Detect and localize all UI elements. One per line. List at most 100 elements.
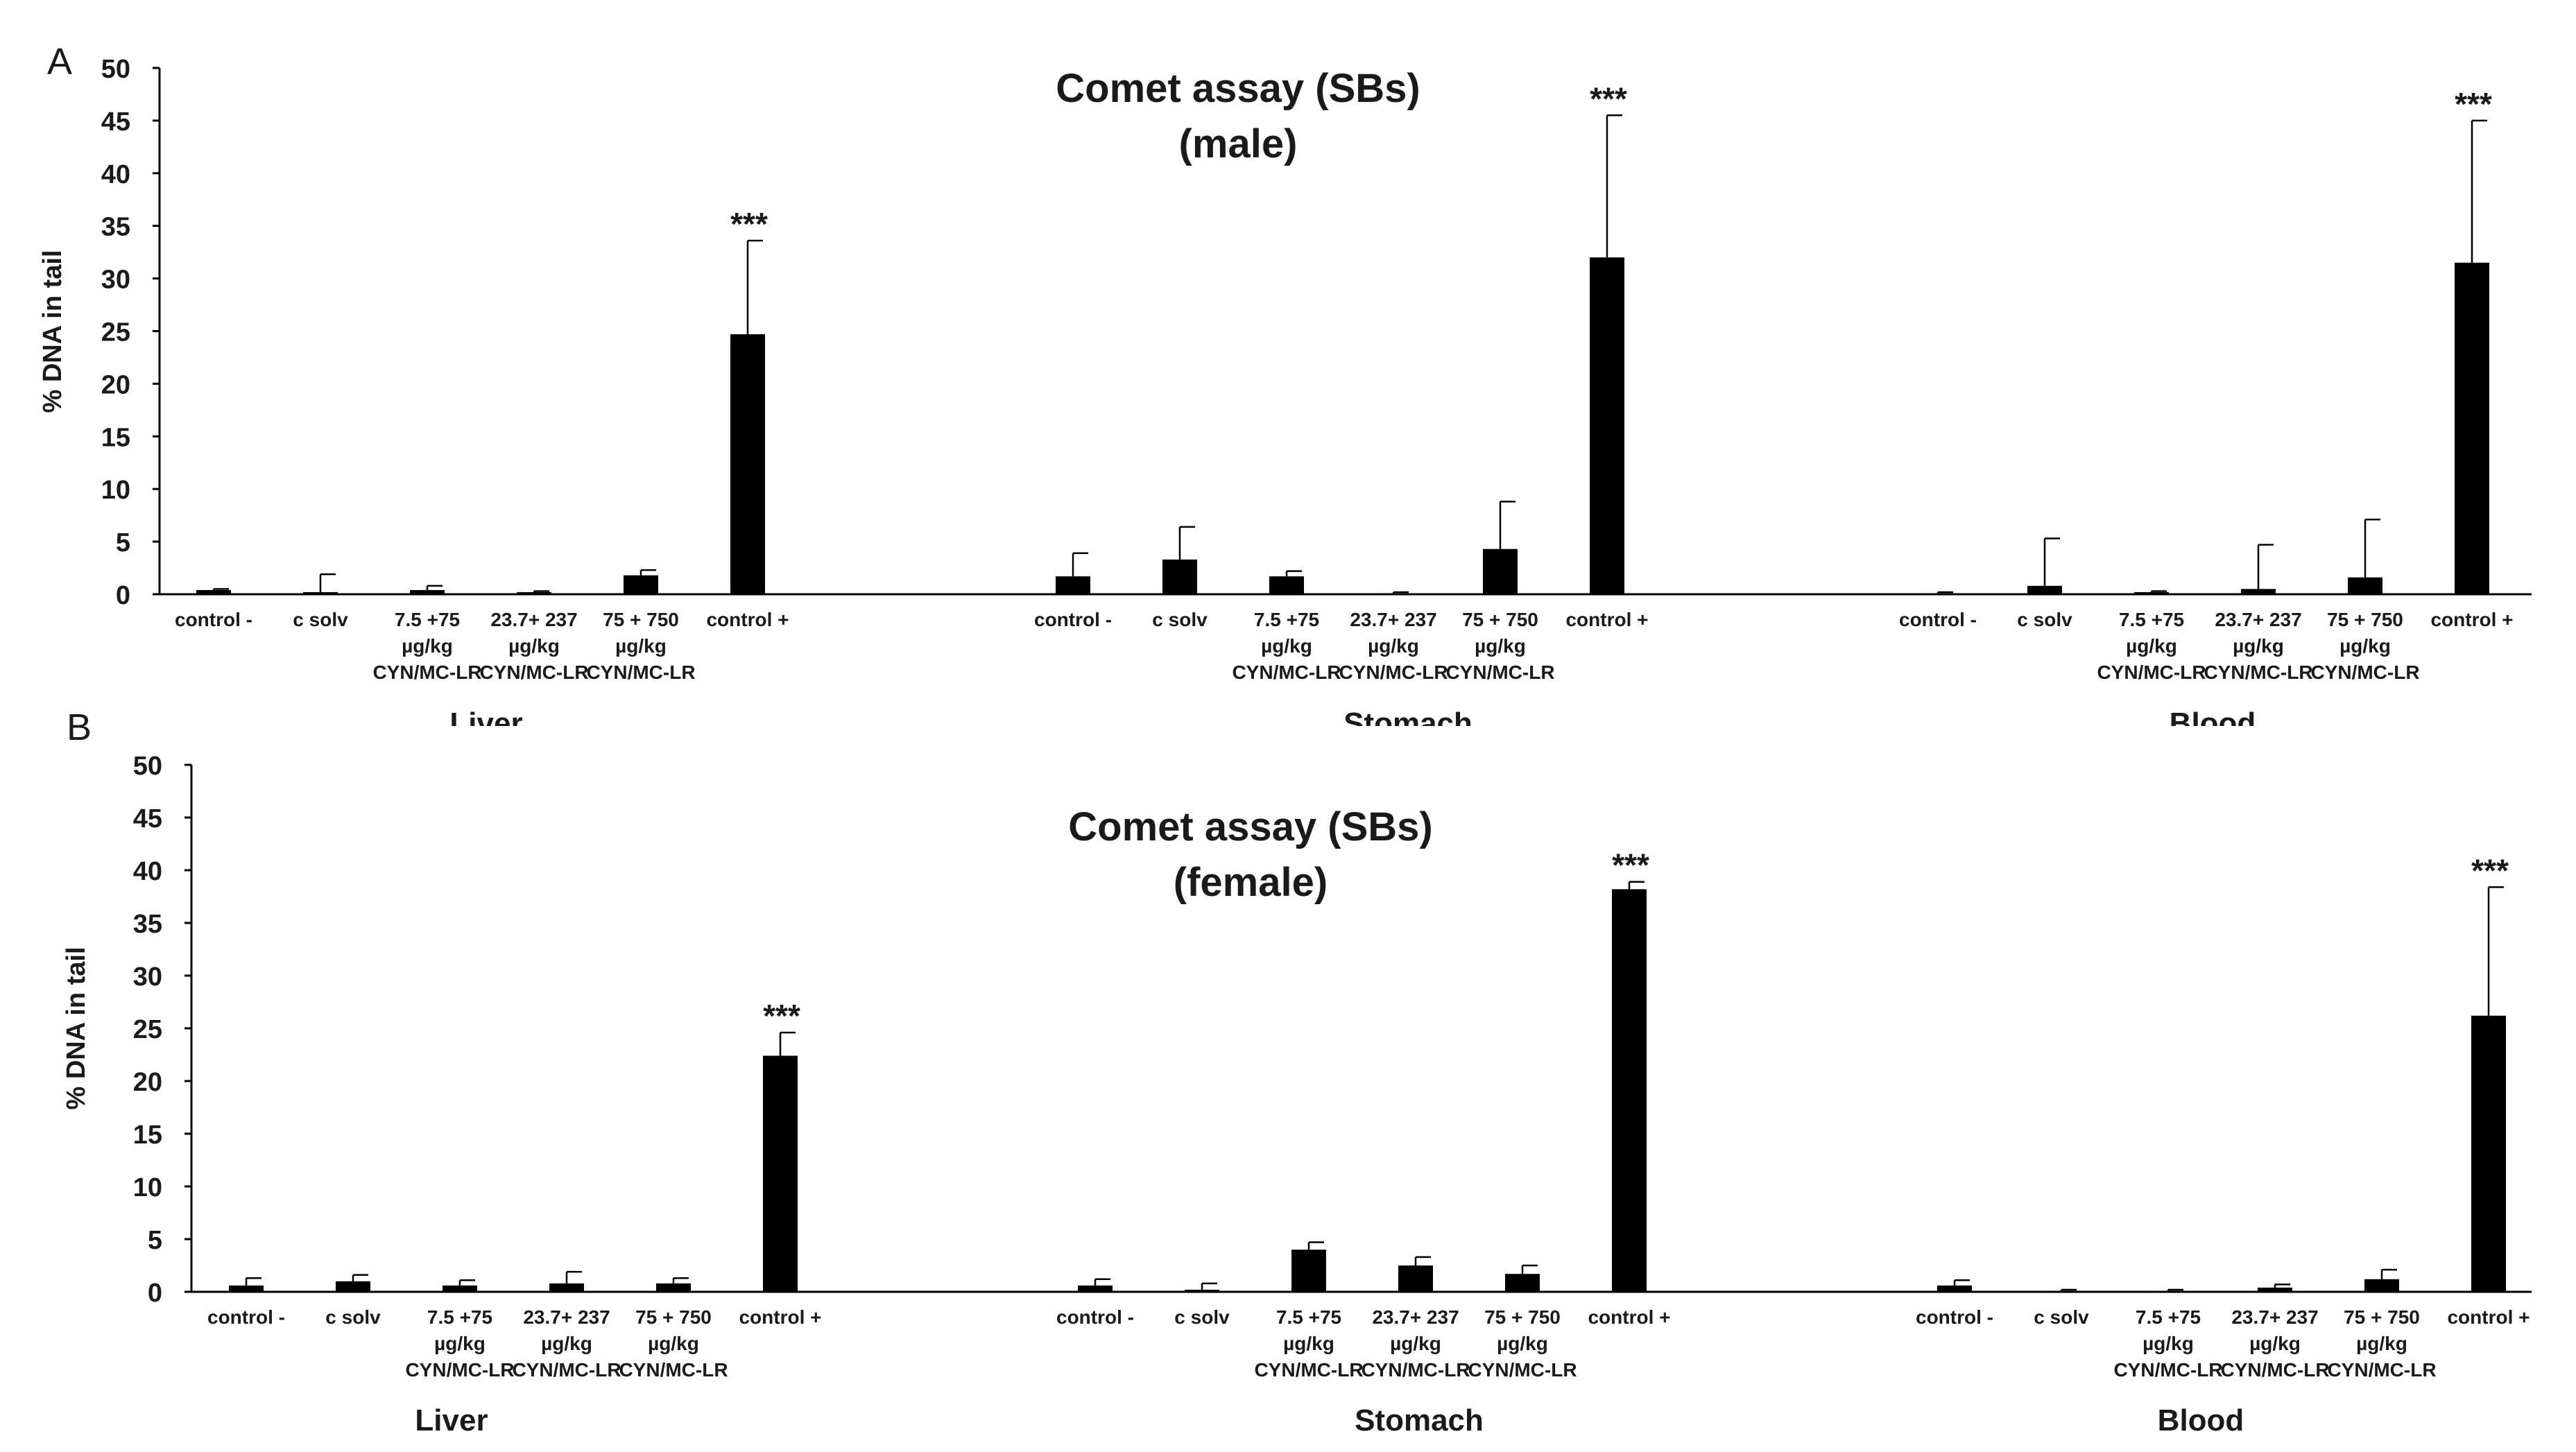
category-label: µg/kg: [541, 1333, 592, 1354]
bar: [1398, 1265, 1433, 1292]
y-tick-label: 35: [101, 213, 130, 242]
bar: [410, 589, 445, 594]
category-label: CYN/MC-LR: [2097, 662, 2206, 683]
category-label: control +: [1565, 609, 1648, 630]
category-label: µg/kg: [2249, 1333, 2301, 1354]
category-label: 23.7+ 237: [523, 1306, 610, 1328]
bar: [196, 589, 231, 594]
bar: [1078, 1285, 1113, 1292]
panel-label-b: B: [67, 707, 92, 748]
significance-marker: ***: [763, 998, 800, 1034]
category-label: CYN/MC-LR: [512, 1359, 621, 1381]
category-label: 23.7+ 237: [1350, 609, 1436, 630]
category-label: 23.7+ 237: [1372, 1306, 1459, 1328]
y-tick-label: 25: [133, 1015, 162, 1044]
category-label: 75 + 750: [1462, 609, 1538, 630]
category-label: CYN/MC-LR: [1361, 1359, 1470, 1381]
significance-marker: ***: [1590, 80, 1627, 116]
y-tick-label: 5: [116, 528, 130, 558]
category-label: 75 + 750: [2327, 609, 2403, 630]
category-label: 7.5 +75: [427, 1306, 492, 1328]
category-label: CYN/MC-LR: [2204, 662, 2312, 683]
category-label: c solv: [1152, 609, 1208, 630]
category-label: control +: [706, 609, 789, 630]
category-label: µg/kg: [648, 1333, 699, 1354]
bar: [303, 591, 338, 594]
y-tick-label: 45: [101, 107, 130, 137]
category-label: CYN/MC-LR: [2220, 1359, 2329, 1381]
category-label: c solv: [2017, 609, 2072, 630]
category-label: µg/kg: [2356, 1333, 2407, 1354]
category-label: CYN/MC-LR: [2113, 1359, 2222, 1381]
category-label: µg/kg: [2233, 635, 2284, 657]
y-tick-label: 15: [101, 423, 130, 452]
y-tick-label: 30: [101, 266, 130, 295]
category-label: 7.5 +75: [2136, 1306, 2201, 1328]
chart-female: 0 5 10 15 20 25 30 35 40 45 50 % DNA in tail Comet a…: [62, 752, 2532, 1437]
category-label: µg/kg: [508, 635, 560, 657]
bar: [2151, 1290, 2186, 1292]
category-label: CYN/MC-LR: [1232, 662, 1341, 683]
chart-subtitle: (male): [1179, 121, 1298, 166]
category-label: control -: [1916, 1306, 1993, 1328]
category-label: CYN/MC-LR: [372, 662, 481, 683]
category-label: CYN/MC-LR: [2327, 1359, 2436, 1381]
category-label: µg/kg: [434, 1333, 486, 1354]
y-tick-label: 20: [133, 1068, 162, 1097]
category-label: c solv: [325, 1306, 381, 1328]
category-label: control -: [175, 609, 252, 630]
y-tick-label: 20: [101, 370, 130, 399]
bar: [730, 334, 765, 594]
y-tick-label: 50: [133, 752, 162, 781]
y-tick-label: 25: [101, 318, 130, 347]
bar: [2471, 1015, 2506, 1292]
significance-marker: ***: [730, 206, 768, 242]
bar: [517, 591, 551, 594]
significance-marker: ***: [2471, 852, 2509, 888]
y-tick-label: 0: [148, 1279, 162, 1308]
category-label: 7.5 +75: [1276, 1306, 1341, 1328]
y-axis-label: % DNA in tail: [62, 947, 91, 1109]
bar: [2027, 585, 2062, 594]
category-label: µg/kg: [615, 635, 667, 657]
bar: [2364, 1279, 2399, 1292]
category-label: µg/kg: [2143, 1333, 2194, 1354]
category-label: 75 + 750: [635, 1306, 712, 1328]
category-label: CYN/MC-LR: [619, 1359, 728, 1381]
category-label: CYN/MC-LR: [405, 1359, 514, 1381]
bar: [2134, 591, 2169, 594]
bar: [1937, 1285, 1972, 1292]
y-tick-label: 45: [133, 804, 162, 833]
y-tick-label: 15: [133, 1121, 162, 1150]
category-label: CYN/MC-LR: [1445, 662, 1554, 683]
category-label: 23.7+ 237: [490, 609, 577, 630]
bar: [763, 1055, 798, 1292]
category-label: 23.7+ 237: [2215, 609, 2301, 630]
bar: [2241, 589, 2276, 594]
category-label: µg/kg: [402, 635, 453, 657]
category-label: control +: [2430, 609, 2513, 630]
category-label: µg/kg: [2339, 635, 2391, 657]
bar: [1291, 1250, 1326, 1292]
bar: [1162, 559, 1197, 594]
category-label: 7.5 +75: [2119, 609, 2184, 630]
bar: [1590, 257, 1624, 594]
y-tick-label: 40: [101, 160, 130, 189]
bar: [1483, 548, 1518, 594]
y-tick-label: 0: [116, 581, 130, 610]
group-label: Stomach: [1343, 707, 1472, 726]
category-label: 7.5 +75: [1254, 609, 1319, 630]
bar: [1505, 1274, 1540, 1292]
y-tick-label: 50: [101, 55, 130, 84]
bar: [549, 1283, 584, 1292]
category-label: CYN/MC-LR: [1254, 1359, 1363, 1381]
bar: [2044, 1290, 2079, 1292]
bar: [336, 1281, 370, 1292]
category-label: µg/kg: [1475, 635, 1526, 657]
category-label: µg/kg: [1497, 1333, 1548, 1354]
category-label: 7.5 +75: [395, 609, 460, 630]
category-label: CYN/MC-LR: [1468, 1359, 1577, 1381]
bar: [2348, 577, 2382, 594]
chart-title: Comet assay (SBs): [1056, 66, 1420, 111]
group-label: Liver: [449, 707, 522, 726]
